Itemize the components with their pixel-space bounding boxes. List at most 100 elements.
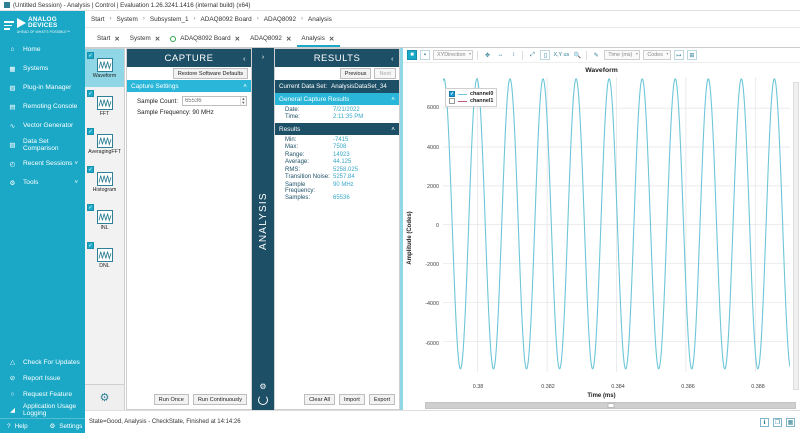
chart-vertical-scrollbar[interactable]	[793, 82, 799, 390]
sidebar-item-data-set-comparison[interactable]: ▨ Data Set Comparison	[0, 135, 85, 154]
plugin-checkbox[interactable]: ✓	[87, 90, 94, 97]
previous-button[interactable]: Previous	[339, 68, 372, 79]
tab-system[interactable]: System ✕	[126, 32, 166, 47]
tab-start[interactable]: Start ✕	[93, 32, 126, 47]
tab-analysis[interactable]: Analysis ✕	[297, 32, 341, 47]
fit-icon[interactable]: ⤢	[527, 50, 538, 60]
result-key: Sample Frequency:	[285, 181, 316, 194]
close-icon[interactable]: ✕	[234, 35, 241, 43]
plugin-tab-dnl[interactable]: ✓ DNL	[85, 239, 124, 277]
legend-checkbox[interactable]	[449, 98, 455, 104]
breadcrumb-item[interactable]: Subsystem_1	[149, 15, 189, 23]
sidebar-item-remoting-console[interactable]: ▤ Remoting Console	[0, 97, 85, 116]
y-tick-label: 6000	[427, 105, 439, 112]
plugin-checkbox[interactable]: ✓	[87, 52, 94, 59]
legend-item-channel1[interactable]: channel1	[449, 98, 493, 104]
sidebar-item-check-for-updates[interactable]: △ Check For Updates	[0, 354, 85, 370]
breadcrumb-item[interactable]: Analysis	[308, 15, 332, 23]
sidebar-item-tools[interactable]: ⚙ Tools ˅	[0, 173, 85, 192]
gear-icon[interactable]: ⚙	[259, 382, 267, 391]
legend-item-channel0[interactable]: ✓ channel0	[449, 91, 493, 97]
tab-label: Analysis	[301, 35, 325, 42]
sidebar-item-home[interactable]: ⌂ Home	[0, 40, 85, 59]
lightbulb-icon: ○	[10, 390, 15, 398]
breadcrumb-separator: ›	[301, 16, 304, 22]
monitor-icon[interactable]: ❐	[773, 417, 782, 427]
results-section-header[interactable]: Results ˄	[275, 123, 399, 135]
run-continuously-button[interactable]: Run Continuously	[192, 394, 247, 405]
chevron-left-icon[interactable]: ‹	[243, 53, 246, 63]
run-once-button[interactable]: Run Once	[153, 394, 189, 405]
export-button[interactable]: Export	[368, 394, 395, 405]
plugin-checkbox[interactable]: ✓	[87, 166, 94, 173]
tab-adaq8092[interactable]: ADAQ8092 ✕	[246, 32, 297, 47]
restore-software-defaults-button[interactable]: Restore Software Defaults	[172, 68, 248, 79]
help-button[interactable]: ? Help	[0, 419, 43, 433]
network-icon[interactable]: ▦	[786, 417, 795, 427]
breadcrumb-item[interactable]: System	[116, 15, 138, 23]
breadcrumb-item[interactable]: ADAQ8092	[263, 15, 297, 23]
chart-horizontal-scrollbar[interactable]	[425, 402, 796, 409]
capture-footer-buttons: Run Once Run Continuously	[127, 390, 251, 409]
tab-adaq8092-board[interactable]: ADAQ8092 Board ✕	[166, 32, 246, 47]
next-button[interactable]: Next	[374, 68, 396, 79]
pen-icon[interactable]: ✎	[591, 50, 602, 60]
chevron-right-icon[interactable]: ›	[261, 52, 265, 61]
sidebar-item-request-feature[interactable]: ○ Request Feature	[0, 386, 85, 402]
capture-subbar: Restore Software Defaults	[127, 67, 251, 80]
save-icon[interactable]: ⊞	[686, 50, 697, 60]
breadcrumb-item[interactable]: ADAQ8092 Board	[200, 15, 252, 23]
general-result-row: Date: 7/21/2022	[275, 105, 399, 113]
select-mode-icon[interactable]: ■	[407, 50, 417, 60]
magnifier-icon[interactable]: 🔍	[572, 50, 583, 60]
vertical-zoom-icon[interactable]: ↕	[508, 50, 519, 60]
pan-icon[interactable]: ✥	[482, 50, 493, 60]
sidebar-item-application-usage-logging[interactable]: ◢ Application Usage Logging	[0, 402, 85, 418]
result-value: 7508	[333, 144, 347, 150]
close-icon[interactable]: ✕	[328, 35, 335, 43]
plugin-tab-waveform[interactable]: ✓ Waveform	[85, 49, 124, 87]
xydirection-select[interactable]: XYDirection	[433, 50, 474, 60]
plugin-settings-button[interactable]: ⚙	[85, 384, 125, 410]
hamburger-menu-icon[interactable]	[3, 21, 14, 30]
plugin-checkbox[interactable]: ✓	[87, 204, 94, 211]
y-tick-label: 0	[436, 223, 439, 229]
codes-units-select[interactable]: Codes	[643, 50, 671, 60]
export-icon[interactable]: ↦	[673, 50, 684, 60]
result-key: Time:	[285, 114, 300, 120]
sidebar-item-plug-in-manager[interactable]: ▧ Plug-in Manager	[0, 78, 85, 97]
info-icon[interactable]: ℹ	[760, 417, 769, 427]
plugin-tab-fft[interactable]: ✓ FFT	[85, 87, 124, 125]
chevron-up-icon: ˄	[391, 95, 395, 103]
title-bar: (Untitled Session) - Analysis | Control …	[0, 0, 800, 11]
sidebar-item-systems[interactable]: ▦ Systems	[0, 59, 85, 78]
brand-header: ANALOG DEVICES AHEAD OF WHAT'S POSSIBLE™	[0, 11, 85, 40]
chevron-left-icon[interactable]: ‹	[391, 53, 394, 63]
sidebar-item-vector-generator[interactable]: ∿ Vector Generator	[0, 116, 85, 135]
stepper-arrows[interactable]: ▲ ▼	[239, 96, 246, 105]
legend-checkbox[interactable]: ✓	[449, 91, 455, 97]
close-icon[interactable]: ✕	[154, 35, 161, 43]
time-units-select[interactable]: Time (ms)	[604, 50, 641, 60]
scrollbar-grip[interactable]	[607, 403, 614, 408]
cursor-icon[interactable]: ▪	[420, 50, 430, 60]
sample-count-stepper[interactable]: ▲▼	[181, 96, 247, 106]
plugin-tab-averagingfft[interactable]: ✓ AveragingFFT	[85, 125, 124, 163]
horizontal-zoom-icon[interactable]: ↔	[495, 50, 506, 60]
copy-icon[interactable]: ▯	[540, 50, 551, 60]
sidebar-item-report-issue[interactable]: ⊘ Report Issue	[0, 370, 85, 386]
close-icon[interactable]: ✕	[114, 35, 120, 43]
breadcrumb-item[interactable]: Start	[91, 15, 105, 23]
sidebar-item-recent-sessions[interactable]: ◴ Recent Sessions ˅	[0, 154, 85, 173]
plugin-tab-inl[interactable]: ✓ INL	[85, 201, 124, 239]
close-icon[interactable]: ✕	[285, 35, 292, 43]
import-button[interactable]: Import	[338, 394, 365, 405]
sample-count-input[interactable]	[182, 97, 240, 105]
general-capture-results-header[interactable]: General Capture Results ˄	[275, 93, 399, 105]
settings-button[interactable]: ⚙ Settings	[43, 419, 86, 433]
plugin-checkbox[interactable]: ✓	[87, 128, 94, 135]
plugin-tab-histogram[interactable]: ✓ Histogram	[85, 163, 124, 201]
capture-settings-section-header[interactable]: Capture Settings ˄	[127, 80, 251, 92]
plugin-checkbox[interactable]: ✓	[87, 242, 94, 249]
clear-all-button[interactable]: Clear All	[304, 394, 335, 405]
